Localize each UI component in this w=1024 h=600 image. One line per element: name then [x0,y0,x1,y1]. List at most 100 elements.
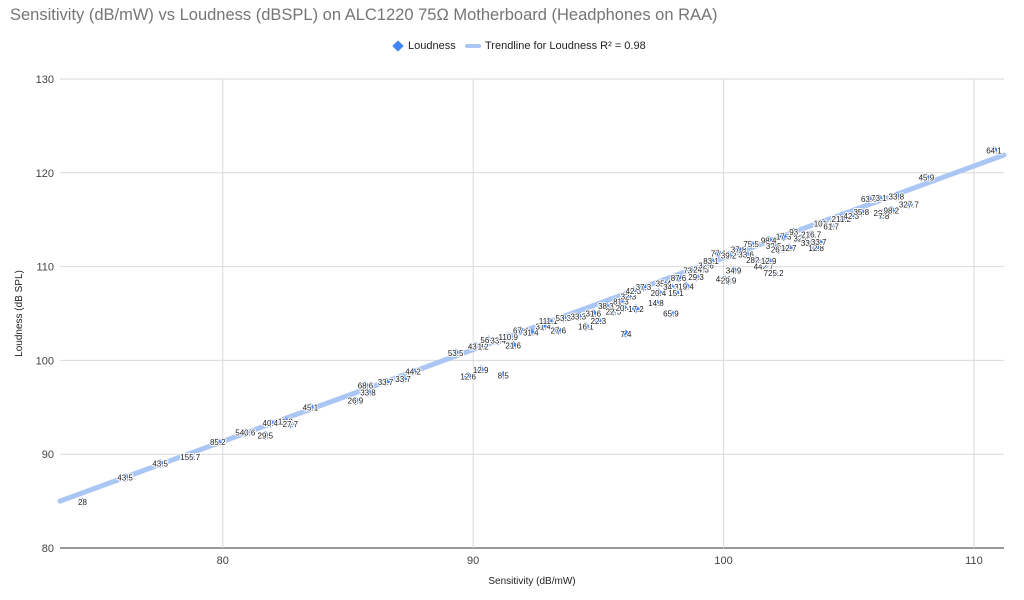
data-point [706,256,716,266]
data-label: 61.7 [823,222,839,231]
data-label: 110.9 [498,333,518,342]
legend-loudness-label: Loudness [408,40,456,52]
y-tick-label: 110 [36,262,54,274]
data-point [751,255,761,265]
data-label: 155.7 [180,453,201,462]
data-label: 7.4 [620,330,632,339]
data-label: 29.3 [688,273,704,282]
data-label: 40.4 [263,419,279,428]
data-point [581,322,591,332]
data-label: 33.9 [801,239,817,248]
y-tick-label: 100 [36,355,54,367]
data-label: 73.2 [683,266,699,275]
data-label: 31.4 [523,328,539,337]
data-point [729,265,739,275]
data-label: 22.5 [606,308,622,317]
data-label: 38.3 [598,302,614,311]
data-label: 75.5 [743,240,759,249]
data-label: 68.6 [358,382,374,391]
data-label: 442.7 [754,263,775,272]
data-label: 20.4 [651,289,667,298]
data-point [78,497,88,507]
data-label: 26.7 [771,246,787,255]
data-point [804,238,814,248]
data-label: 33.4 [490,337,506,346]
data-label: 77.1 [711,249,727,258]
data-label: 98.4 [761,236,777,245]
data-label: 31.6 [586,310,602,319]
data-label: 12.9 [761,257,777,266]
data-label: 87.6 [671,274,687,283]
data-label: 53.3 [556,314,572,323]
legend-trendline-swatch [465,44,481,48]
y-axis-title: Loudness (dB SPL) [14,270,25,357]
data-point [764,256,774,266]
data-label: 42.3 [843,212,859,221]
data-label: 27.7 [283,420,299,429]
data-label: 33.3 [571,312,587,321]
x-tick-label: 80 [217,555,229,567]
axis-ticks: 80 90 100 110 120 130 80 90 100 110 [36,74,983,567]
data-label: 43.5 [117,474,133,483]
data-label: 67.4 [513,326,529,335]
data-label: 282.5 [746,256,767,265]
data-label: 327.7 [899,201,920,210]
data-label: 85.2 [210,438,226,447]
data-label: 45.1 [303,403,319,412]
data-label: 42.3 [626,287,642,296]
data-label: 17.3 [776,233,792,242]
data-label: 12.6 [460,372,476,381]
data-point [526,327,536,337]
y-tick-label: 90 [42,449,54,461]
data-point [779,232,789,242]
x-tick-label: 90 [467,555,479,567]
data-label: 14.8 [648,299,664,308]
data-labels: 28 43.5 43.5 155.7 85.2 540.6 29.5 40.4 11.227.7… [77,145,1003,508]
data-label: 65.9 [663,310,679,319]
data-point [618,303,628,313]
data-label: 63.2 [861,195,877,204]
data-label: 64.1 [986,146,1002,155]
data-label: 53.5 [448,349,464,358]
data-label: 17.2 [628,305,644,314]
data-point [769,268,779,278]
data-point [806,230,816,240]
data-point [240,428,250,438]
data-label: 16.1 [578,323,594,332]
data-label: 43.3 [468,342,484,351]
data-label: 24.3 [693,265,709,274]
data-label: 32.6 [698,262,714,271]
x-axis-title: Sensitivity (dB/mW) [488,576,575,587]
data-label: 32.4 [793,234,809,243]
legend-trendline-label: Trendline for Loudness R² = 0.98 [485,40,646,52]
data-label: 33.7 [395,375,411,384]
data-point [608,307,618,317]
data-label: 37.3 [636,283,652,292]
data-label: 12.7 [781,244,797,253]
data-label: 31.4 [535,323,551,332]
data-point [213,437,223,447]
data-label: 32.5 [766,242,782,251]
data-point [658,278,668,289]
data-label: 28 [78,498,87,507]
y-tick-label: 130 [36,74,54,86]
data-label: 43.5 [152,460,168,469]
data-label: 98.2 [884,206,900,215]
x-tick-label: 100 [714,555,732,567]
data-label: 93 [789,228,798,237]
data-label: 11.2 [278,417,294,426]
data-label: 216.7 [801,231,822,240]
data-label: 26.9 [348,397,364,406]
data-label: 29.9 [721,277,737,286]
data-point [671,288,681,298]
data-label: 33.7 [378,378,394,387]
data-point [120,473,130,483]
data-label: 1.2 [478,342,490,351]
data-label: 35.4 [656,279,672,288]
data-point [701,261,711,271]
data-label: 19.4 [678,282,694,291]
data-label: 21.6 [505,341,521,350]
data-label: 81.3 [613,297,629,306]
data-point [538,322,548,332]
